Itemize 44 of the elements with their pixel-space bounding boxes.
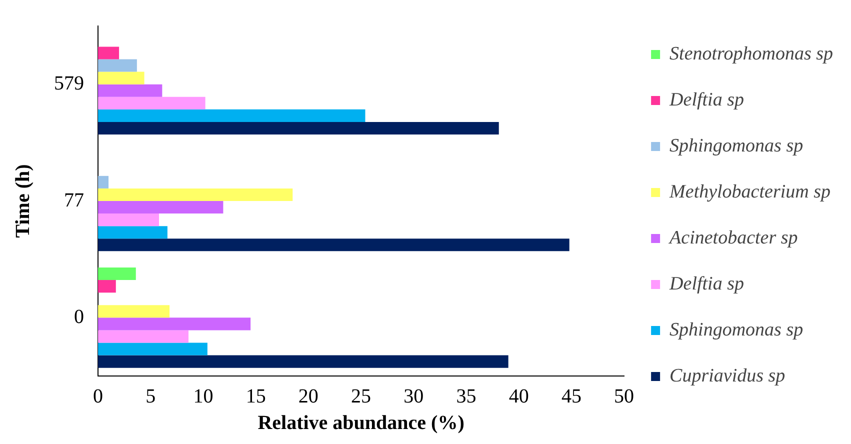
y-tick-label: 579 — [54, 72, 84, 95]
bar — [98, 201, 224, 214]
x-tick-label: 25 — [351, 385, 372, 408]
y-axis-title: Time (h) — [12, 164, 34, 238]
x-tick-label: 20 — [298, 385, 318, 408]
legend-label: Stenotrophomonas sp — [670, 44, 834, 64]
bar — [98, 330, 188, 343]
y-tick-label: 77 — [64, 189, 84, 212]
bar — [98, 280, 116, 293]
x-tick-label: 5 — [146, 385, 156, 408]
legend-label: Delftia sp — [668, 274, 744, 294]
bar — [98, 176, 109, 188]
x-tick-label: 45 — [561, 385, 582, 408]
bar — [98, 96, 206, 110]
y-tick-label: 0 — [74, 306, 84, 328]
x-tick-label: 50 — [614, 385, 634, 408]
bar — [98, 355, 508, 368]
x-tick-label: 10 — [193, 385, 214, 408]
x-tick-label: 30 — [404, 385, 424, 408]
x-tick-label: 15 — [246, 385, 266, 408]
legend-label: Acinetobacter sp — [668, 228, 798, 248]
legend-label: Cupriavidus sp — [670, 366, 786, 386]
legend-label: Sphingomonas sp — [670, 136, 804, 156]
bar — [98, 122, 499, 134]
bar — [98, 226, 168, 239]
legend-label: Delftia sp — [668, 90, 744, 110]
x-tick-label: 40 — [508, 385, 529, 408]
legend-label: Methylobacterium sp — [668, 182, 830, 202]
bar — [98, 59, 137, 72]
bar — [98, 305, 170, 318]
bar — [98, 84, 162, 97]
x-axis-title: Relative abundance (%) — [258, 412, 464, 434]
bar — [98, 342, 208, 356]
x-tick-label: 0 — [93, 385, 103, 408]
x-tick-label: 35 — [456, 385, 476, 408]
bar — [98, 46, 120, 60]
bar — [98, 268, 136, 280]
legend-label: Sphingomonas sp — [670, 320, 804, 340]
bar — [98, 318, 251, 330]
bar — [98, 238, 570, 252]
bar — [98, 72, 144, 84]
bar — [98, 109, 366, 122]
bar — [98, 214, 160, 226]
bar — [98, 188, 293, 201]
